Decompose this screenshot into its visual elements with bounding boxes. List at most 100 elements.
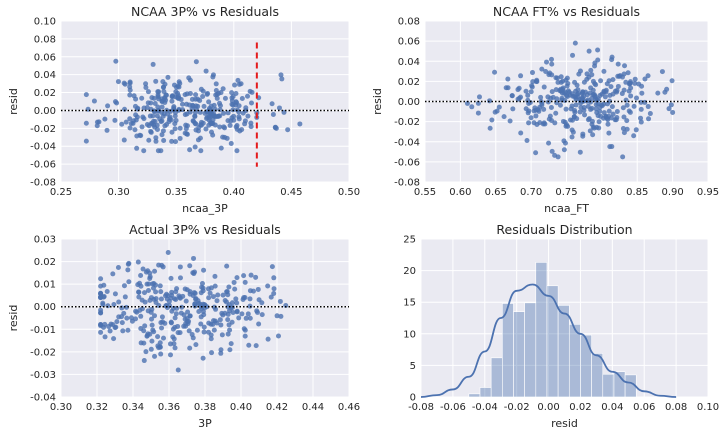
scatter-point xyxy=(220,86,226,92)
scatter-point xyxy=(187,345,193,351)
scatter-point xyxy=(161,138,167,144)
y-tick-label: 0.04 xyxy=(398,57,420,68)
scatter-point xyxy=(621,71,627,77)
scatter-point xyxy=(172,126,178,132)
x-tick-label: 0.06 xyxy=(633,402,655,413)
scatter-point xyxy=(221,110,227,116)
scatter-point xyxy=(193,92,199,98)
scatter-point xyxy=(620,105,626,111)
scatter-point xyxy=(241,273,247,279)
scatter-point xyxy=(204,304,210,310)
scatter-point xyxy=(615,83,621,89)
scatter-point xyxy=(221,124,227,130)
scatter-point xyxy=(127,125,133,131)
scatter-point xyxy=(227,122,233,128)
y-tick-label: 0.02 xyxy=(34,257,56,268)
scatter-point xyxy=(173,311,179,317)
y-tick-label: 20 xyxy=(403,266,416,277)
data-marks xyxy=(61,42,349,167)
scatter-point xyxy=(256,321,262,327)
scatter-point xyxy=(229,300,235,306)
scatter-point xyxy=(191,271,197,277)
chart-residuals-distribution: -0.08 -0.06 -0.04 -0.02 0.00 0.02 0.04 0.06 0.08… xyxy=(403,222,719,430)
scatter-point xyxy=(538,94,544,100)
scatter-point xyxy=(285,127,291,133)
scatter-point xyxy=(224,263,230,269)
scatter-point xyxy=(125,327,131,333)
scatter-point xyxy=(157,340,163,346)
scatter-point xyxy=(215,90,221,96)
scatter-point xyxy=(133,117,139,123)
scatter-point xyxy=(211,327,217,333)
scatter-point xyxy=(622,63,628,69)
scatter-point xyxy=(222,298,228,304)
x-tick-label: 0.45 xyxy=(280,187,302,198)
scatter-point xyxy=(564,122,570,128)
scatter-point xyxy=(269,264,275,270)
scatter-point xyxy=(189,105,195,111)
scatter-point xyxy=(271,275,277,281)
scatter-point xyxy=(595,47,601,53)
scatter-point xyxy=(193,342,199,348)
scatter-point xyxy=(627,80,633,86)
scatter-point xyxy=(171,336,177,342)
scatter-point xyxy=(625,70,631,76)
scatter-point xyxy=(186,328,192,334)
scatter-point xyxy=(151,329,157,335)
scatter-point xyxy=(533,113,539,119)
scatter-point xyxy=(577,109,583,115)
scatter-point xyxy=(548,104,554,110)
scatter-point xyxy=(212,122,218,128)
scatter-point xyxy=(620,154,626,160)
scatter-point xyxy=(245,113,251,119)
scatter-point xyxy=(638,99,644,105)
y-tick-label: 0.02 xyxy=(398,77,420,88)
scatter-point xyxy=(573,102,579,108)
scatter-point xyxy=(236,114,242,120)
scatter-point xyxy=(111,336,117,342)
scatter-point xyxy=(233,91,239,97)
scatter-point xyxy=(599,91,605,97)
scatter-point xyxy=(297,121,303,127)
scatter-point xyxy=(160,319,166,325)
scatter-point xyxy=(563,106,569,112)
scatter-point xyxy=(666,106,672,112)
scatter-point xyxy=(236,81,242,87)
scatter-point xyxy=(159,325,165,331)
scatter-point xyxy=(245,93,251,99)
scatter-point xyxy=(153,282,159,288)
scatter-point xyxy=(145,308,151,314)
scatter-point xyxy=(102,116,108,122)
tick-labels: 0.55 0.60 0.65 0.70 0.75 0.80 0.85 0.90 0.95 -0.0… xyxy=(394,17,719,199)
scatter-point xyxy=(141,148,147,154)
x-tick-label: 0.44 xyxy=(302,402,324,413)
scatter-point xyxy=(167,352,173,358)
scatter-point xyxy=(588,85,594,91)
y-tick-label: 15 xyxy=(403,298,416,309)
scatter-point xyxy=(247,303,253,309)
scatter-point xyxy=(168,275,174,281)
scatter-point xyxy=(549,56,555,62)
y-tick-label: -0.08 xyxy=(394,178,420,189)
scatter-point xyxy=(191,290,197,296)
scatter-point xyxy=(626,88,632,94)
histogram-bar xyxy=(490,357,503,398)
x-tick-label: 0.08 xyxy=(665,402,687,413)
scatter-point xyxy=(638,119,644,125)
scatter-point xyxy=(555,154,561,160)
scatter-point xyxy=(587,128,593,134)
scatter-point xyxy=(591,125,597,131)
scatter-point xyxy=(225,331,231,337)
scatter-point xyxy=(669,78,675,84)
histogram-bar xyxy=(535,262,548,398)
scatter-point xyxy=(177,264,183,270)
scatter-point xyxy=(226,284,232,290)
scatter-point xyxy=(248,100,254,106)
scatter-point xyxy=(144,281,150,287)
kde-curve xyxy=(420,283,677,398)
plot-area xyxy=(61,21,349,182)
scatter-point xyxy=(187,313,193,319)
scatter-point xyxy=(529,83,535,89)
scatter-point xyxy=(198,290,204,296)
scatter-point xyxy=(243,108,249,114)
